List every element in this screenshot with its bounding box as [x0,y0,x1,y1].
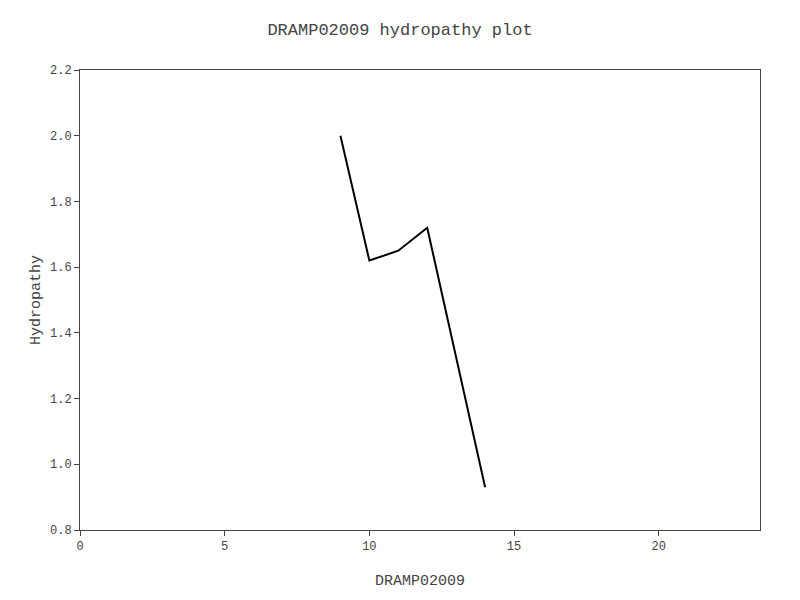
svg-text:1.6: 1.6 [50,261,72,275]
svg-text:15: 15 [507,540,521,554]
svg-text:1.8: 1.8 [50,196,72,210]
svg-text:DRAMP02009 hydropathy plot: DRAMP02009 hydropathy plot [267,21,532,40]
svg-text:1.2: 1.2 [50,393,72,407]
svg-text:2.2: 2.2 [50,64,72,78]
svg-text:Hydropathy: Hydropathy [28,255,45,345]
svg-text:0.8: 0.8 [50,524,72,538]
svg-text:20: 20 [652,540,666,554]
svg-text:1.0: 1.0 [50,458,72,472]
svg-text:0: 0 [76,540,83,554]
svg-text:5: 5 [221,540,228,554]
svg-text:DRAMP02009: DRAMP02009 [375,573,465,590]
svg-text:2.0: 2.0 [50,130,72,144]
svg-text:10: 10 [362,540,376,554]
svg-text:1.4: 1.4 [50,327,72,341]
